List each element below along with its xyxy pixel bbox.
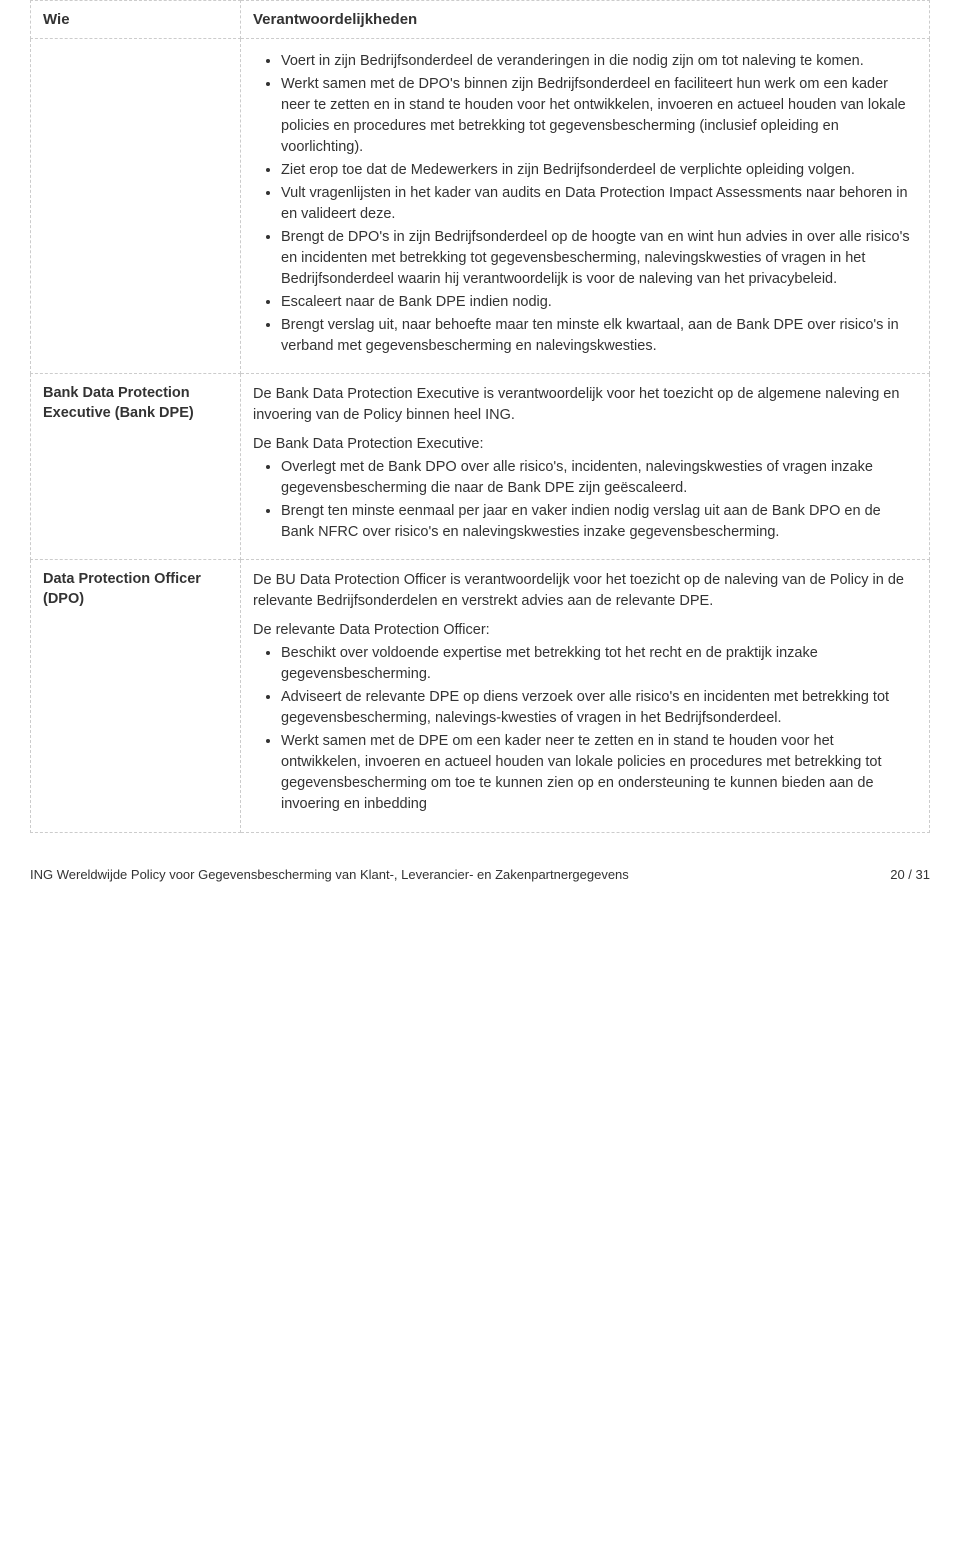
footer-page-number: 20 / 31: [890, 867, 930, 882]
bullet-list: Overlegt met de Bank DPO over alle risic…: [253, 457, 917, 543]
who-cell-empty: [31, 39, 241, 374]
table-header-row: Wie Verantwoordelijkheden: [31, 1, 930, 39]
page-footer: ING Wereldwijde Policy voor Gegevensbesc…: [0, 853, 960, 892]
list-item: Adviseert de relevante DPE op diens verz…: [281, 687, 917, 729]
bullet-list: Beschikt over voldoende expertise met be…: [253, 643, 917, 815]
list-item: Brengt verslag uit, naar behoefte maar t…: [281, 315, 917, 357]
lead-paragraph: De Bank Data Protection Executive:: [253, 434, 917, 455]
list-item: Brengt de DPO's in zijn Bedrijfsonderdee…: [281, 227, 917, 290]
lead-paragraph: De relevante Data Protection Officer:: [253, 620, 917, 641]
list-item: Voert in zijn Bedrijfsonderdeel de veran…: [281, 51, 917, 72]
table-row: Bank Data Protection Executive (Bank DPE…: [31, 374, 930, 560]
list-item: Brengt ten minste eenmaal per jaar en va…: [281, 501, 917, 543]
intro-paragraph: De BU Data Protection Officer is verantw…: [253, 570, 917, 612]
role-label-dpo: Data Protection Officer (DPO): [43, 570, 228, 609]
list-item: Ziet erop toe dat de Medewerkers in zijn…: [281, 160, 917, 181]
role-label-bank-dpe: Bank Data Protection Executive (Bank DPE…: [43, 384, 228, 423]
resp-cell: Voert in zijn Bedrijfsonderdeel de veran…: [241, 39, 930, 374]
intro-paragraph: De Bank Data Protection Executive is ver…: [253, 384, 917, 426]
resp-cell: De BU Data Protection Officer is verantw…: [241, 560, 930, 832]
table-row: Voert in zijn Bedrijfsonderdeel de veran…: [31, 39, 930, 374]
footer-title: ING Wereldwijde Policy voor Gegevensbesc…: [30, 867, 629, 882]
list-item: Overlegt met de Bank DPO over alle risic…: [281, 457, 917, 499]
list-item: Beschikt over voldoende expertise met be…: [281, 643, 917, 685]
list-item: Vult vragenlijsten in het kader van audi…: [281, 183, 917, 225]
list-item: Werkt samen met de DPO's binnen zijn Bed…: [281, 74, 917, 158]
who-cell: Bank Data Protection Executive (Bank DPE…: [31, 374, 241, 560]
header-who: Wie: [31, 1, 241, 39]
bullet-list: Voert in zijn Bedrijfsonderdeel de veran…: [253, 51, 917, 357]
list-item: Escaleert naar de Bank DPE indien nodig.: [281, 292, 917, 313]
page: Wie Verantwoordelijkheden Voert in zijn …: [0, 0, 960, 853]
table-row: Data Protection Officer (DPO) De BU Data…: [31, 560, 930, 832]
header-resp: Verantwoordelijkheden: [241, 1, 930, 39]
resp-cell: De Bank Data Protection Executive is ver…: [241, 374, 930, 560]
responsibilities-table: Wie Verantwoordelijkheden Voert in zijn …: [30, 0, 930, 833]
list-item: Werkt samen met de DPE om een kader neer…: [281, 731, 917, 815]
who-cell: Data Protection Officer (DPO): [31, 560, 241, 832]
